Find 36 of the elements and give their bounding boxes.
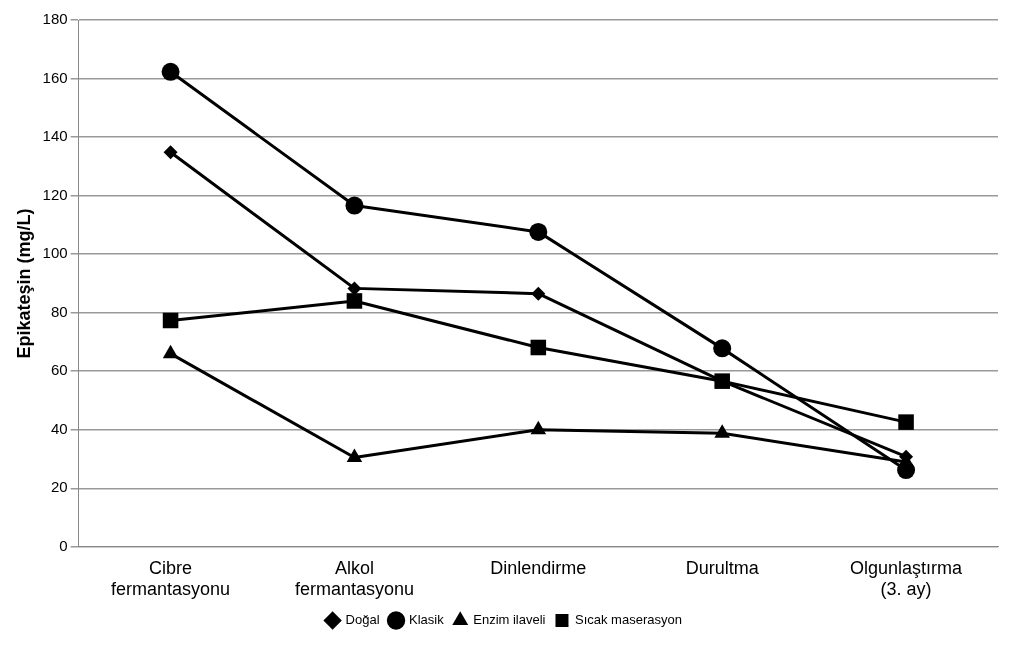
point (897, 461, 916, 480)
point (347, 281, 362, 296)
point (162, 312, 179, 329)
y-tick-label: 40 (50, 419, 68, 437)
point (714, 424, 730, 438)
point (346, 293, 363, 309)
point (529, 222, 548, 241)
point (161, 62, 180, 81)
point (898, 414, 914, 430)
x-tick-label: Alkol fermantasyonu (294, 557, 414, 600)
point (163, 145, 178, 160)
y-tick-label: 160 (42, 68, 68, 86)
legend-label: Sıcak maserasyon (574, 612, 682, 628)
legend-label: Klasik (409, 612, 445, 628)
x-tick-label: Durultma (685, 557, 760, 578)
y-tick-label: 60 (50, 361, 68, 379)
y-tick-label: 80 (50, 302, 68, 320)
y-tick-label: 100 (42, 244, 68, 262)
point (530, 420, 547, 435)
x-tick-label: Dinlendirme (490, 557, 587, 578)
legend-label: Enzim ilaveli (473, 612, 546, 628)
point (713, 339, 732, 358)
point (530, 339, 547, 356)
point (345, 196, 364, 215)
y-tick-label: 120 (42, 185, 68, 203)
point (531, 286, 546, 301)
y-axis-title: Epikateşin (mg/L) (13, 208, 34, 359)
y-tick-label: 0 (59, 536, 68, 554)
legend-label: Doğal (345, 612, 380, 628)
point (162, 344, 179, 359)
y-tick-label: 20 (50, 478, 68, 496)
x-tick-label: Cibre fermantasyonu (111, 557, 231, 600)
x-tick-label: Olgunlaştırma (3. ay) (850, 557, 964, 600)
point (346, 448, 363, 463)
y-tick-label: 180 (42, 10, 68, 28)
y-tick-label: 140 (42, 127, 68, 145)
